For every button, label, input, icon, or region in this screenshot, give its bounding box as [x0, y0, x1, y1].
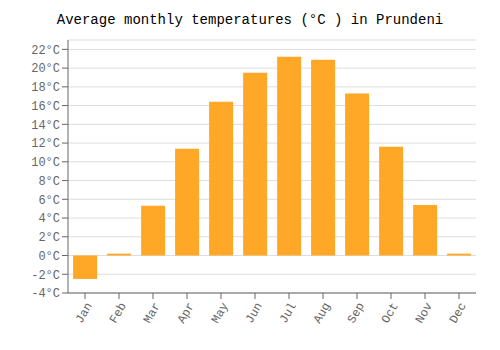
svg-text:12°C: 12°C: [31, 137, 60, 151]
svg-text:22°C: 22°C: [31, 44, 60, 58]
svg-text:Oct: Oct: [379, 300, 402, 326]
svg-text:2°C: 2°C: [38, 231, 60, 245]
svg-text:Feb: Feb: [107, 300, 130, 326]
svg-text:10°C: 10°C: [31, 156, 60, 170]
svg-text:May: May: [209, 300, 232, 326]
svg-text:Aug: Aug: [311, 300, 334, 326]
svg-text:Apr: Apr: [175, 300, 198, 326]
svg-text:Sep: Sep: [345, 300, 368, 326]
svg-text:4°C: 4°C: [38, 212, 60, 226]
svg-text:16°C: 16°C: [31, 100, 60, 114]
svg-text:18°C: 18°C: [31, 81, 60, 95]
svg-text:Jan: Jan: [73, 300, 96, 326]
svg-text:Dec: Dec: [447, 300, 470, 326]
svg-text:Jun: Jun: [243, 300, 266, 326]
svg-text:Jul: Jul: [277, 300, 300, 326]
svg-text:0°C: 0°C: [38, 250, 60, 264]
svg-text:14°C: 14°C: [31, 119, 60, 133]
svg-text:-4°C: -4°C: [31, 287, 60, 301]
svg-text:Mar: Mar: [141, 300, 164, 326]
html-text:Average monthly temperatures (: Average monthly temperatures (°C ) in Pr…: [56, 12, 444, 28]
svg-text:Nov: Nov: [413, 300, 436, 326]
svg-text:8°C: 8°C: [38, 175, 60, 189]
svg-text:-2°C: -2°C: [31, 269, 60, 283]
svg-text:20°C: 20°C: [31, 62, 60, 76]
svg-text:6°C: 6°C: [38, 194, 60, 208]
